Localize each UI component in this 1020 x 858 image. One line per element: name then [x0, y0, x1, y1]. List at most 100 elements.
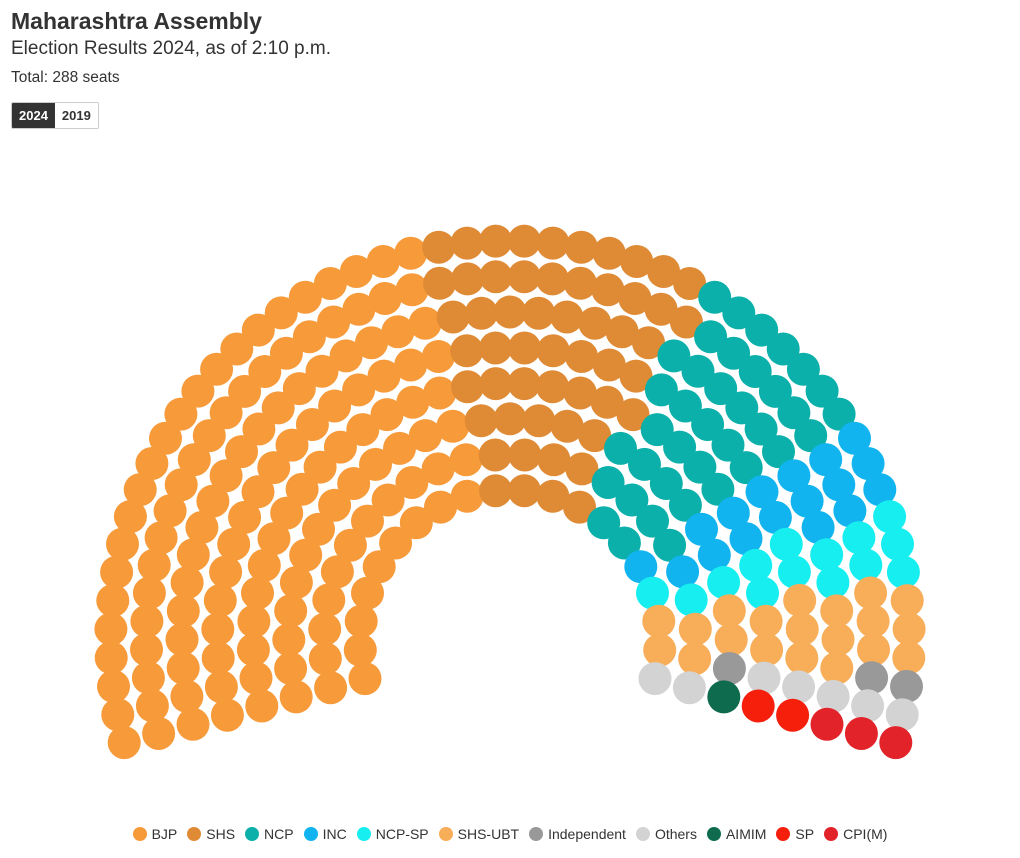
seat-dot: [181, 374, 215, 408]
seat-dot: [196, 484, 230, 518]
seat-dot: [96, 584, 130, 618]
seat-dot: [604, 431, 637, 465]
seat-dot: [697, 538, 731, 572]
legend-label: Others: [654, 826, 697, 842]
seat-dot: [892, 641, 926, 675]
legend-swatch: [776, 827, 791, 841]
seat-dot: [522, 404, 556, 438]
seat-dot: [776, 698, 810, 732]
seat-dot: [777, 459, 811, 493]
seat-dot: [810, 538, 844, 572]
seat-dot: [741, 689, 775, 723]
seat-dot: [257, 451, 291, 485]
seat-dot: [707, 566, 741, 599]
seat-dot: [318, 389, 352, 423]
seat-dot: [288, 280, 322, 314]
legend-label: NCP-SP: [375, 826, 429, 842]
year-button-2019[interactable]: 2019: [54, 103, 98, 128]
legend-swatch: [529, 827, 544, 841]
seat-dot: [164, 397, 198, 431]
seat-dot: [228, 500, 262, 534]
seat-dot: [123, 473, 157, 507]
seat-dot: [436, 300, 470, 334]
seat-dot: [132, 576, 166, 610]
seat-dot: [537, 443, 571, 477]
seat-dot: [563, 490, 596, 524]
seat-dot: [666, 555, 700, 589]
seat-dot: [176, 707, 210, 741]
seat-dot: [209, 459, 243, 493]
seat-dot: [450, 334, 484, 368]
seat-dot: [550, 300, 584, 334]
seat-dot: [550, 409, 584, 443]
legend-swatch: [438, 827, 453, 841]
seat-dot: [337, 467, 371, 500]
seat-dot: [94, 641, 128, 675]
seat-dot: [394, 236, 428, 270]
seat-dot: [464, 296, 498, 330]
seat-dot: [678, 642, 712, 676]
legend-swatch: [635, 827, 650, 841]
seat-dot: [616, 398, 650, 432]
seat-dot: [644, 292, 678, 326]
seat-dot: [605, 315, 639, 349]
legend-item: SHS-UBT: [438, 826, 519, 842]
seat-dot: [464, 404, 498, 438]
seat-dot: [786, 352, 820, 386]
seat-dot: [285, 472, 319, 506]
seat-dot: [681, 354, 715, 388]
legend-swatch: [356, 827, 371, 841]
seat-dot: [379, 526, 413, 560]
seat-dot: [282, 372, 316, 406]
seat-dot: [144, 521, 178, 555]
seat-dot: [436, 409, 470, 443]
seat-dot: [478, 438, 512, 472]
seat-dot: [683, 450, 717, 484]
seat-dot: [135, 689, 169, 723]
legend-item: SP: [776, 826, 814, 842]
seat-dot: [279, 680, 313, 714]
seat-dot: [833, 494, 867, 528]
seat-dot: [591, 466, 625, 499]
seat-dot: [714, 623, 748, 657]
seat-dot: [838, 421, 871, 455]
seat-dot: [507, 367, 541, 401]
seat-dot: [694, 320, 728, 354]
seat-dot: [313, 267, 347, 300]
year-button-2024[interactable]: 2024: [12, 103, 55, 128]
seat-dot: [217, 527, 251, 561]
seat-dot: [166, 594, 200, 628]
seat-dot: [272, 623, 306, 657]
seat-dot: [663, 430, 697, 464]
seat-dot: [274, 652, 308, 685]
legend-item: NCP: [245, 826, 294, 842]
seat-dot: [479, 331, 512, 365]
legend-swatch: [132, 827, 147, 841]
seat-dot: [344, 604, 378, 638]
seat-dot: [536, 479, 570, 513]
seat-dot: [536, 334, 570, 368]
legend-item: CPI(M): [824, 826, 887, 842]
seat-dot: [348, 662, 382, 696]
seat-dot: [164, 468, 198, 502]
seat-dot: [274, 594, 308, 628]
seat-dot: [421, 452, 455, 486]
seat-dot: [794, 419, 828, 453]
seat-dot: [536, 370, 569, 404]
seat-dot: [292, 320, 326, 354]
seat-dot: [209, 396, 243, 430]
seat-dot: [343, 633, 377, 667]
seat-dot: [785, 612, 819, 646]
seat-dot: [628, 447, 661, 481]
legend-label: SHS: [206, 826, 236, 842]
seat-dot: [879, 726, 913, 760]
seat-dot: [192, 419, 226, 453]
seat-dot: [638, 662, 672, 696]
seat-dot: [685, 512, 718, 546]
legend-label: SP: [795, 826, 815, 842]
seat-dot: [758, 500, 792, 534]
seat-dot: [668, 389, 702, 423]
seat-dot: [892, 612, 926, 646]
seat-dot: [691, 408, 725, 441]
seat-dot: [362, 550, 396, 584]
